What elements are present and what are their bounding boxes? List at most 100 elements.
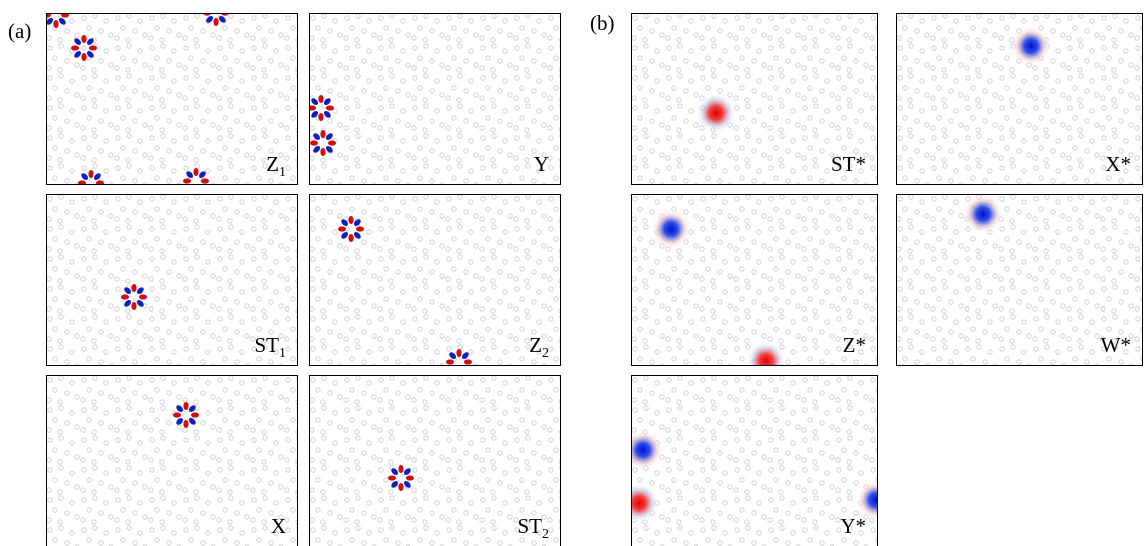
mode-lobe [74,38,82,46]
mode-lobe [391,480,399,488]
mode-lobe [323,110,331,118]
mode-lobe [313,133,321,141]
subpanel: ST* [631,13,878,185]
mode-spot [963,194,1003,234]
mode-lobe [398,483,404,491]
subpanel-label: Z1 [266,152,286,180]
mode-lobe [74,50,82,58]
mode-spot [746,341,786,366]
lattice [46,194,298,366]
mode-lobe [461,352,469,360]
mode-spot [651,209,691,249]
mode-lobe [213,18,219,26]
frame [896,194,1143,366]
field [896,194,1143,366]
field [46,375,298,546]
mode-lobe [131,284,137,292]
label-subscript: 1 [279,165,286,180]
mode-lobe [198,171,206,179]
mode-lobe [318,113,324,121]
mode-lobe [183,402,189,410]
subpanel-label: X* [1105,152,1131,176]
field [631,13,878,185]
mode-lobe [221,13,229,16]
mode-lobe [310,140,318,146]
lattice [309,13,561,185]
label-text: ST [517,514,542,538]
mode-lobe [81,173,89,181]
mode-lobe [139,294,147,300]
mode-lobe [53,20,59,28]
mode-spot [696,93,736,133]
mode-lobe [173,412,181,418]
frame [631,13,878,185]
mode-lobe [124,299,132,307]
lattice [309,194,561,366]
frame [46,194,298,366]
label-subscript: 2 [542,527,549,542]
mode-lobe [356,226,364,232]
frame [631,194,878,366]
mode-lobe [353,219,361,227]
mode-lobe [320,148,326,156]
mode-lobe [186,171,194,179]
subpanel-label: X [271,514,286,538]
subpanel-label: Y* [840,514,866,538]
label-text: Y* [840,514,866,538]
label-subscript: 2 [542,346,549,361]
subpanel: Y* [631,375,878,546]
mode-lobe [403,480,411,488]
mode-lobe [45,4,54,13]
label-text: Z [266,152,279,176]
mode-lobe [176,405,184,413]
mode-lobe [456,349,462,357]
label-text: X* [1105,152,1131,176]
lattice [309,375,561,546]
mode-lobe [136,287,144,295]
mode-lobe [188,405,196,413]
frame [896,13,1143,185]
mode-lobe [191,412,199,418]
subpanel-label: W* [1101,333,1131,357]
subpanel: Z2 [309,194,561,375]
mode-lobe [311,98,319,106]
mode-lobe [348,234,354,242]
mode-lobe [313,145,321,153]
mode-lobe [88,170,94,178]
panel-label: (a) [8,19,31,43]
mode-lobe [391,468,399,476]
field [46,194,298,366]
field [631,194,878,366]
mode-lobe [193,186,198,194]
subpanel: Y [309,13,561,185]
subpanel-label: Y [534,152,549,176]
mode-lobe [311,110,319,118]
mode-lobe [325,145,333,153]
mode-lobe [206,15,214,23]
mode-lobe [398,465,404,473]
mode-lobe [320,130,326,138]
mode-lobe [71,45,79,51]
label-text: W* [1101,333,1131,357]
subpanel: Z1 [45,2,298,194]
panel-label: (b) [590,11,615,35]
label-text: Y [534,152,549,176]
lattice [631,13,878,185]
mode-lobe [176,417,184,425]
mode-lobe [323,98,331,106]
mode-lobe [449,352,457,360]
subpanel-label: Z* [843,333,866,357]
subpanel: ST1 [46,194,298,366]
field [631,375,878,546]
mode-lobe [183,420,189,428]
mode-lobe [58,17,66,25]
mode-lobe [53,2,58,10]
frame [631,375,878,546]
field [896,13,1143,185]
mode-lobe [86,50,94,58]
mode-lobe [456,367,461,375]
mode-lobe [58,4,67,13]
mode-lobe [93,185,102,194]
mode-lobe [218,2,227,11]
